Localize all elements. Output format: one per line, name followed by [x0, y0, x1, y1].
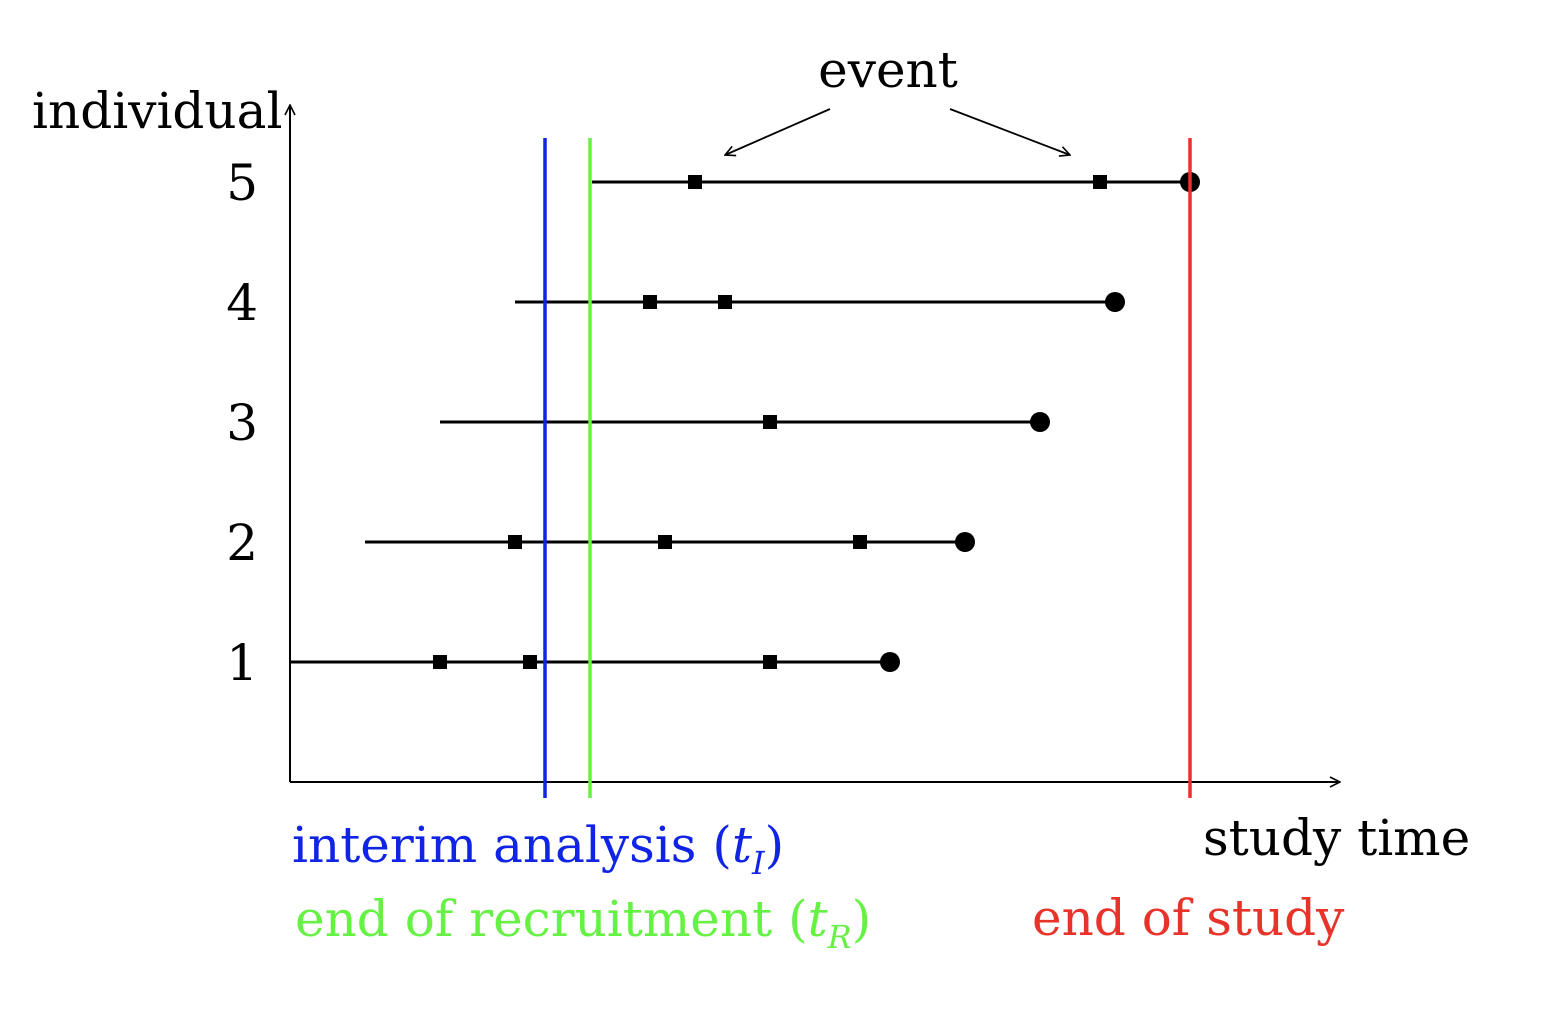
- individual-row: 4: [226, 274, 1125, 332]
- end-of-follow-up-marker: [955, 532, 975, 552]
- individual-label: 5: [226, 154, 258, 212]
- y-axis-label: individual: [32, 82, 282, 140]
- event-arrow-left: [725, 108, 831, 155]
- event-marker: [523, 655, 537, 669]
- end-of-follow-up-marker: [1030, 412, 1050, 432]
- event-marker: [1093, 175, 1107, 189]
- event-marker: [688, 175, 702, 189]
- individual-row: 1: [226, 634, 900, 692]
- event-marker: [643, 295, 657, 309]
- end-of-follow-up-marker: [880, 652, 900, 672]
- event-annotation: event: [725, 41, 1070, 155]
- individual-label: 4: [226, 274, 258, 332]
- individual-label: 1: [226, 634, 258, 692]
- event-marker: [433, 655, 447, 669]
- event-marker: [763, 655, 777, 669]
- event-marker: [658, 535, 672, 549]
- x-axis-label: study time: [1203, 809, 1470, 867]
- individual-row: 3: [226, 394, 1050, 452]
- individual-label: 2: [226, 514, 258, 572]
- legend-end-of-recruitment: end of recruitment (tR): [295, 890, 871, 956]
- event-arrow-right: [949, 108, 1070, 155]
- event-marker: [853, 535, 867, 549]
- event-marker: [508, 535, 522, 549]
- event-marker: [718, 295, 732, 309]
- individual-label: 3: [226, 394, 258, 452]
- individual-row: 5: [226, 154, 1200, 212]
- individual-row: 2: [226, 514, 975, 572]
- event-annotation-label: event: [818, 41, 958, 99]
- legend-interim-analysis: interim analysis (tI): [292, 816, 784, 882]
- event-marker: [763, 415, 777, 429]
- reference-lines: [543, 138, 1192, 798]
- individual-timelines: 1 2 3 4 5: [226, 154, 1200, 692]
- legend-end-of-study: end of study: [1032, 889, 1345, 947]
- end-of-follow-up-marker: [1105, 292, 1125, 312]
